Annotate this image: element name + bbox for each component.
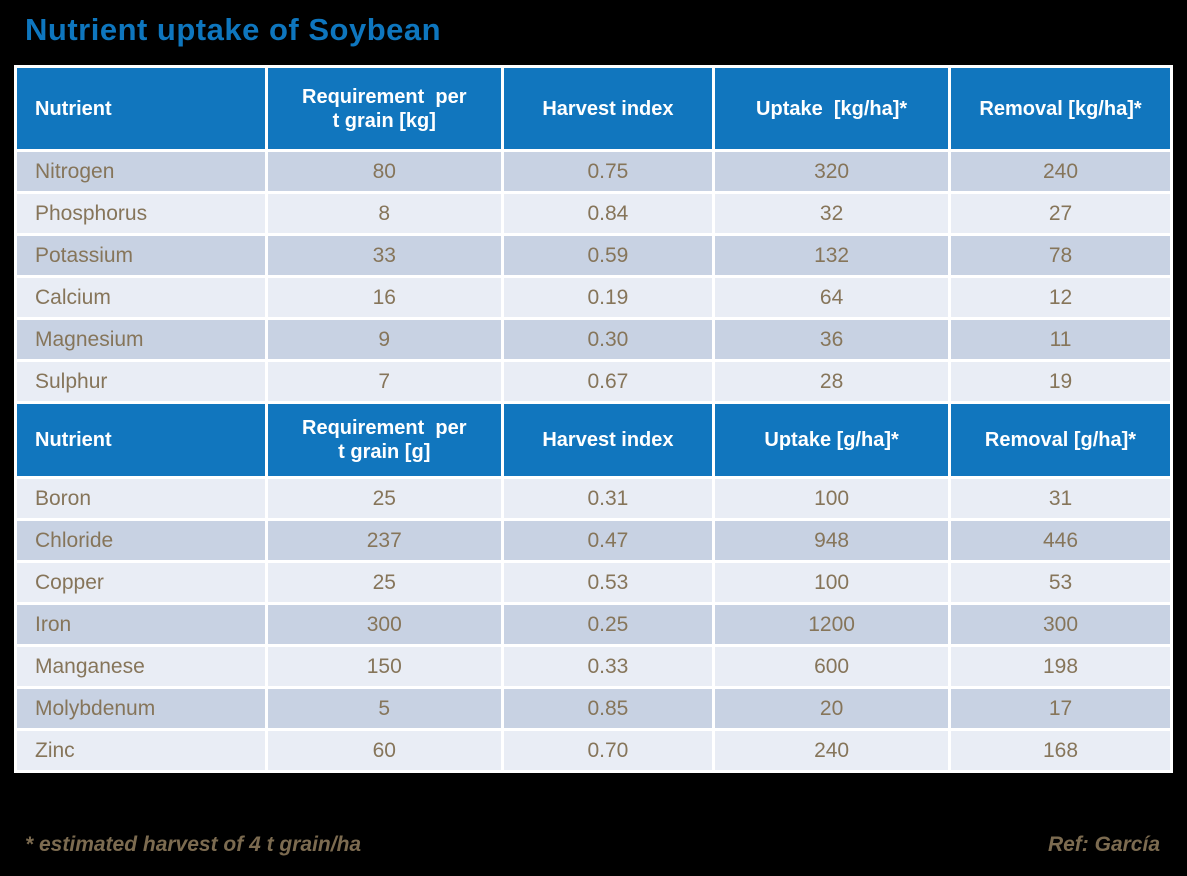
data-cell: 948 [712, 518, 952, 563]
data-cell: 33 [264, 233, 504, 278]
table-row: Boron 25 0.31 100 31 [14, 476, 1173, 521]
table-row: Molybdenum 5 0.85 20 17 [14, 686, 1173, 731]
data-cell: 11 [948, 317, 1173, 362]
header-cell: Nutrient [14, 65, 268, 152]
table-row: Potassium 33 0.59 132 78 [14, 233, 1173, 278]
header-cell: Harvest index [500, 65, 716, 152]
data-cell: Zinc [14, 728, 268, 773]
data-cell: 28 [712, 359, 952, 404]
data-cell: 0.30 [500, 317, 716, 362]
data-cell: 132 [712, 233, 952, 278]
header-cell: Uptake [g/ha]* [712, 401, 952, 479]
data-cell: 60 [264, 728, 504, 773]
page-title: Nutrient uptake of Soybean [25, 12, 442, 47]
data-cell: Boron [14, 476, 268, 521]
header-cell: Removal [kg/ha]* [948, 65, 1173, 152]
data-cell: 80 [264, 149, 504, 194]
data-cell: 0.25 [500, 602, 716, 647]
data-cell: 5 [264, 686, 504, 731]
data-cell: 0.47 [500, 518, 716, 563]
data-cell: 0.84 [500, 191, 716, 236]
data-cell: 150 [264, 644, 504, 689]
table-row: Sulphur 7 0.67 28 19 [14, 359, 1173, 404]
data-cell: 8 [264, 191, 504, 236]
data-cell: Phosphorus [14, 191, 268, 236]
data-cell: Molybdenum [14, 686, 268, 731]
data-cell: 20 [712, 686, 952, 731]
table-row: Iron 300 0.25 1200 300 [14, 602, 1173, 647]
micro-header-row: Nutrient Requirement per t grain [g] Har… [14, 401, 1173, 479]
data-cell: 198 [948, 644, 1173, 689]
data-cell: Sulphur [14, 359, 268, 404]
header-cell: Requirement per t grain [g] [264, 401, 504, 479]
data-cell: 237 [264, 518, 504, 563]
data-cell: 25 [264, 476, 504, 521]
data-cell: 0.70 [500, 728, 716, 773]
data-cell: 78 [948, 233, 1173, 278]
table-row: Zinc 60 0.70 240 168 [14, 728, 1173, 773]
data-cell: 64 [712, 275, 952, 320]
table-row: Chloride 237 0.47 948 446 [14, 518, 1173, 563]
data-cell: 240 [712, 728, 952, 773]
data-cell: 12 [948, 275, 1173, 320]
data-cell: 19 [948, 359, 1173, 404]
data-cell: 17 [948, 686, 1173, 731]
data-cell: 0.59 [500, 233, 716, 278]
header-cell: Removal [g/ha]* [948, 401, 1173, 479]
data-cell: 27 [948, 191, 1173, 236]
data-cell: Iron [14, 602, 268, 647]
data-cell: Potassium [14, 233, 268, 278]
data-cell: Chloride [14, 518, 268, 563]
data-cell: 1200 [712, 602, 952, 647]
table-row: Phosphorus 8 0.84 32 27 [14, 191, 1173, 236]
data-cell: 320 [712, 149, 952, 194]
footnote-text: * estimated harvest of 4 t grain/ha [25, 833, 362, 856]
data-cell: 300 [264, 602, 504, 647]
data-cell: 168 [948, 728, 1173, 773]
data-cell: 31 [948, 476, 1173, 521]
data-cell: 7 [264, 359, 504, 404]
data-cell: 25 [264, 560, 504, 605]
data-cell: Nitrogen [14, 149, 268, 194]
table-row: Copper 25 0.53 100 53 [14, 560, 1173, 605]
data-cell: 32 [712, 191, 952, 236]
data-cell: 0.53 [500, 560, 716, 605]
table-row: Magnesium 9 0.30 36 11 [14, 317, 1173, 362]
macro-header-row: Nutrient Requirement per t grain [kg] Ha… [14, 65, 1173, 152]
data-cell: 0.31 [500, 476, 716, 521]
header-cell: Requirement per t grain [kg] [264, 65, 504, 152]
table-row: Manganese 150 0.33 600 198 [14, 644, 1173, 689]
data-cell: 600 [712, 644, 952, 689]
data-cell: 0.85 [500, 686, 716, 731]
table-row: Nitrogen 80 0.75 320 240 [14, 149, 1173, 194]
nutrient-table: Nutrient Requirement per t grain [kg] Ha… [14, 65, 1173, 773]
data-cell: 240 [948, 149, 1173, 194]
header-cell: Uptake [kg/ha]* [712, 65, 952, 152]
data-cell: Manganese [14, 644, 268, 689]
data-cell: 9 [264, 317, 504, 362]
header-cell: Harvest index [500, 401, 716, 479]
table-row: Calcium 16 0.19 64 12 [14, 275, 1173, 320]
data-cell: 16 [264, 275, 504, 320]
data-cell: 36 [712, 317, 952, 362]
data-cell: Magnesium [14, 317, 268, 362]
data-cell: 0.33 [500, 644, 716, 689]
data-cell: Calcium [14, 275, 268, 320]
data-cell: 446 [948, 518, 1173, 563]
data-cell: 53 [948, 560, 1173, 605]
header-cell: Nutrient [14, 401, 268, 479]
data-cell: 100 [712, 476, 952, 521]
data-cell: 0.75 [500, 149, 716, 194]
data-cell: 100 [712, 560, 952, 605]
footer: * estimated harvest of 4 t grain/ha Ref:… [25, 833, 1160, 857]
data-cell: 300 [948, 602, 1173, 647]
data-cell: 0.19 [500, 275, 716, 320]
reference-text: Ref: García [1047, 833, 1160, 856]
data-cell: Copper [14, 560, 268, 605]
data-cell: 0.67 [500, 359, 716, 404]
